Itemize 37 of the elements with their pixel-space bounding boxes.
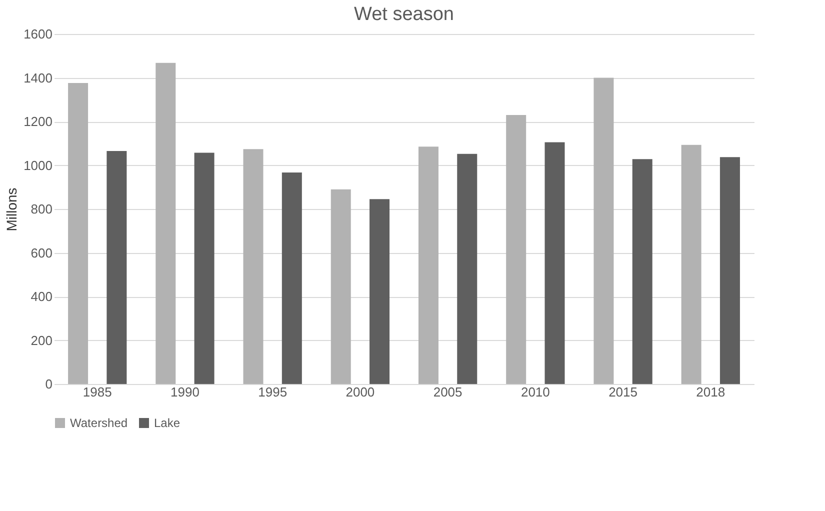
x-tick-label: 1995	[258, 384, 288, 400]
x-tick-label: 2010	[520, 384, 550, 400]
bar	[681, 144, 702, 384]
bar	[68, 83, 88, 384]
y-tick-label: 400	[30, 289, 52, 304]
bar	[594, 78, 614, 384]
bar	[632, 159, 652, 384]
y-tick-label: 1000	[24, 158, 52, 173]
bar	[106, 151, 127, 384]
x-tick-label: 2018	[696, 384, 726, 400]
bar	[544, 142, 565, 384]
y-tick-label: 1200	[24, 114, 52, 129]
bar	[282, 172, 302, 384]
bar	[370, 199, 390, 384]
y-tick-label: 1400	[24, 70, 52, 86]
y-tick-label: 0	[45, 376, 52, 392]
y-tick-label: 200	[30, 332, 52, 348]
y-tick-label: 800	[30, 202, 52, 216]
y-axis-title: Millons	[4, 188, 20, 232]
bar	[194, 152, 214, 384]
x-tick-label: 1990	[170, 384, 200, 400]
bar	[418, 146, 438, 384]
bar	[720, 157, 740, 384]
legend-label: Lake	[154, 416, 180, 430]
bar	[156, 62, 176, 384]
bar	[243, 149, 264, 384]
chart-title: Wet season	[354, 4, 454, 25]
y-tick-label: 1600	[24, 26, 52, 42]
y-tick-label: 600	[30, 245, 52, 260]
bar	[457, 154, 478, 384]
x-tick-label: 2015	[608, 384, 638, 400]
legend-label: Watershed	[70, 416, 128, 430]
x-tick-label: 2005	[433, 384, 462, 400]
x-tick-label: 1985	[82, 384, 112, 400]
x-tick-label: 2000	[346, 384, 375, 400]
bar	[506, 114, 526, 384]
bar	[330, 189, 351, 384]
